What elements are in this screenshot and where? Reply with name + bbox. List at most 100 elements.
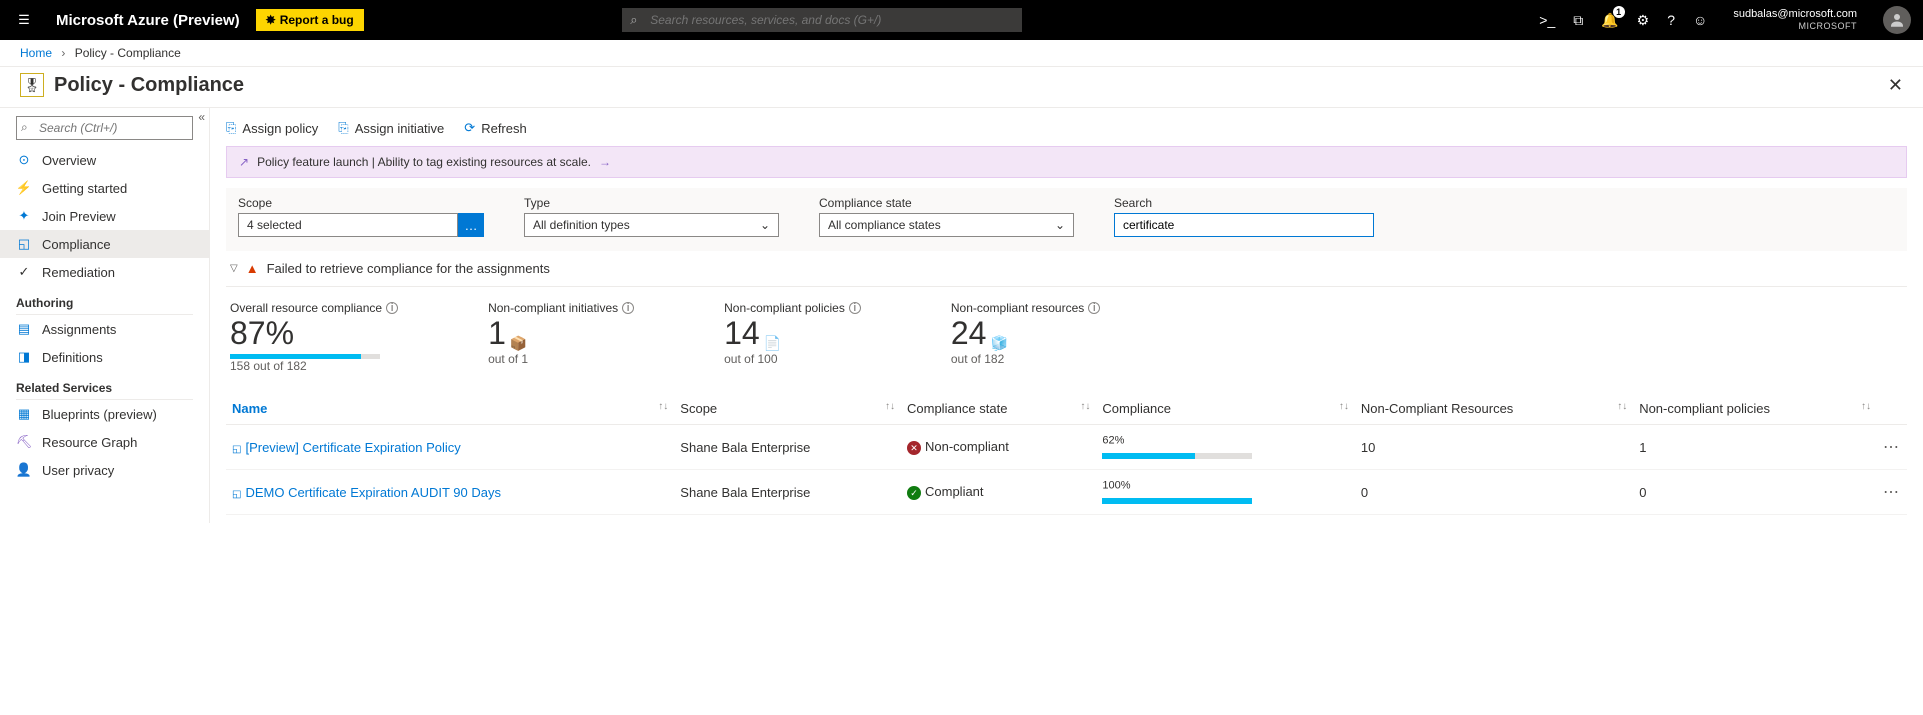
stat-init-value: 1 bbox=[488, 315, 506, 352]
banner-text: Policy feature launch | Ability to tag e… bbox=[257, 155, 591, 169]
refresh-button[interactable]: ⟳ Refresh bbox=[464, 120, 526, 136]
stat-overall-label: Overall resource compliance bbox=[230, 301, 382, 315]
bug-icon: ✸ bbox=[266, 13, 276, 27]
top-bar: ☰ Microsoft Azure (Preview) ✸ Report a b… bbox=[0, 0, 1923, 40]
breadcrumb-home[interactable]: Home bbox=[20, 46, 52, 60]
chevron-down-icon: ⌄ bbox=[760, 218, 770, 232]
sidebar-item-label: Assignments bbox=[42, 322, 116, 337]
sidebar-search: ⌕ bbox=[16, 116, 193, 140]
global-search-input[interactable] bbox=[622, 8, 1022, 32]
report-bug-button[interactable]: ✸ Report a bug bbox=[256, 9, 364, 31]
sidebar-search-input[interactable] bbox=[16, 116, 193, 140]
row-pct: 100% bbox=[1102, 480, 1130, 492]
sidebar-item-label: Getting started bbox=[42, 181, 127, 196]
stat-res-value: 24 bbox=[951, 315, 987, 352]
filter-search-input[interactable] bbox=[1114, 213, 1374, 237]
banner-link-icon[interactable]: → bbox=[599, 155, 611, 169]
sidebar-item-user-privacy[interactable]: 👤User privacy bbox=[0, 456, 209, 484]
info-icon[interactable]: i bbox=[849, 302, 861, 314]
sidebar-item-overview[interactable]: ⊙Overview bbox=[0, 146, 209, 174]
col-state[interactable]: Compliance state↑↓ bbox=[901, 393, 1096, 425]
nav-icon: ⊙ bbox=[16, 152, 32, 168]
policy-link[interactable]: DEMO Certificate Expiration AUDIT 90 Day… bbox=[245, 485, 501, 500]
report-bug-label: Report a bug bbox=[280, 13, 354, 27]
sidebar-item-definitions[interactable]: ◨ Definitions bbox=[0, 343, 209, 371]
hamburger-icon[interactable]: ☰ bbox=[8, 12, 40, 28]
sidebar-item-label: Remediation bbox=[42, 265, 115, 280]
sidebar-section-related: Related Services bbox=[16, 371, 193, 400]
sidebar-item-getting-started[interactable]: ⚡Getting started bbox=[0, 174, 209, 202]
sidebar-item-remediation[interactable]: ✓Remediation bbox=[0, 258, 209, 286]
row-nc-pol: 0 bbox=[1633, 470, 1877, 515]
policy-row-icon: ◱ bbox=[232, 444, 241, 455]
sidebar-item-label: Definitions bbox=[42, 350, 103, 365]
filter-state-select[interactable]: All compliance states ⌄ bbox=[819, 213, 1074, 237]
cloud-shell-icon[interactable]: >_ bbox=[1539, 12, 1555, 28]
feedback-icon[interactable]: ☺ bbox=[1693, 12, 1707, 28]
row-bar bbox=[1102, 453, 1252, 459]
filter-state-label: Compliance state bbox=[819, 196, 1074, 210]
filter-scope-picker-button[interactable]: … bbox=[458, 213, 484, 237]
notifications-icon[interactable]: 🔔1 bbox=[1601, 12, 1618, 29]
avatar[interactable] bbox=[1883, 6, 1911, 34]
sidebar-item-blueprints-preview-[interactable]: ▦Blueprints (preview) bbox=[0, 400, 209, 428]
sidebar-item-assignments[interactable]: ▤Assignments bbox=[0, 315, 209, 343]
row-scope: Shane Bala Enterprise bbox=[674, 470, 901, 515]
col-nc-res[interactable]: Non-Compliant Resources↑↓ bbox=[1355, 393, 1633, 425]
search-icon: ⌕ bbox=[21, 120, 28, 135]
brand-label: Microsoft Azure (Preview) bbox=[56, 12, 240, 29]
settings-icon[interactable]: ⚙ bbox=[1637, 12, 1650, 29]
assign-policy-button[interactable]: ⎘ Assign policy bbox=[226, 120, 318, 136]
close-icon[interactable]: ✕ bbox=[1888, 75, 1903, 96]
policy-link[interactable]: [Preview] Certificate Expiration Policy bbox=[245, 440, 460, 455]
sidebar-item-join-preview[interactable]: ✦Join Preview bbox=[0, 202, 209, 230]
col-compliance[interactable]: Compliance↑↓ bbox=[1096, 393, 1354, 425]
sort-icon: ↑↓ bbox=[658, 401, 668, 412]
warning-row[interactable]: ▽ ▲ Failed to retrieve compliance for th… bbox=[226, 251, 1907, 287]
assign-initiative-button[interactable]: ⎘ Assign initiative bbox=[338, 120, 444, 136]
info-icon[interactable]: i bbox=[1088, 302, 1100, 314]
stat-pol-value: 14 bbox=[724, 315, 760, 352]
row-menu-icon[interactable]: ⋯ bbox=[1883, 439, 1899, 456]
sidebar-item-label: Resource Graph bbox=[42, 435, 137, 450]
stat-overall-value: 87% bbox=[230, 315, 398, 352]
title-bar: 🎖 Policy - Compliance ✕ bbox=[0, 67, 1923, 108]
filter-scope-value[interactable]: 4 selected bbox=[238, 213, 458, 237]
breadcrumb-current: Policy - Compliance bbox=[75, 46, 181, 60]
chevron-down-icon: ⌄ bbox=[1055, 218, 1065, 232]
col-scope[interactable]: Scope↑↓ bbox=[674, 393, 901, 425]
collapse-sidebar-icon[interactable]: « bbox=[198, 110, 205, 124]
feature-banner: ↗ Policy feature launch | Ability to tag… bbox=[226, 146, 1907, 178]
sidebar-item-resource-graph[interactable]: ⛏ Resource Graph bbox=[0, 428, 209, 456]
sort-icon: ↑↓ bbox=[1339, 401, 1349, 412]
col-name[interactable]: Name↑↓ bbox=[226, 393, 674, 425]
sidebar-item-compliance[interactable]: ◱Compliance bbox=[0, 230, 209, 258]
filter-type: Type All definition types ⌄ bbox=[524, 196, 779, 237]
help-icon[interactable]: ? bbox=[1667, 12, 1675, 28]
stats-row: Overall resource compliance i 87% 158 ou… bbox=[226, 287, 1907, 393]
content: ⎘ Assign policy ⎘ Assign initiative ⟳ Re… bbox=[210, 108, 1923, 523]
stat-resources: Non-compliant resources i 24🧊 out of 182 bbox=[951, 301, 1100, 373]
filter-scope-label: Scope bbox=[238, 196, 484, 210]
row-nc-res: 10 bbox=[1355, 425, 1633, 470]
user-email: sudbalas@microsoft.com bbox=[1733, 8, 1857, 21]
nav-icon: ◨ bbox=[16, 349, 32, 365]
directory-icon[interactable]: ⧉ bbox=[1573, 12, 1583, 29]
assign-initiative-icon: ⎘ bbox=[338, 120, 348, 136]
chevron-down-icon: ▽ bbox=[230, 263, 238, 274]
user-block[interactable]: sudbalas@microsoft.com MICROSOFT bbox=[1733, 8, 1857, 32]
row-menu-icon[interactable]: ⋯ bbox=[1883, 484, 1899, 501]
warning-text: Failed to retrieve compliance for the as… bbox=[267, 261, 550, 276]
info-icon[interactable]: i bbox=[622, 302, 634, 314]
filters-bar: Scope 4 selected … Type All definition t… bbox=[226, 188, 1907, 251]
info-icon[interactable]: i bbox=[386, 302, 398, 314]
sidebar: « ⌕ ⊙Overview⚡Getting started✦Join Previ… bbox=[0, 108, 210, 523]
stat-initiatives: Non-compliant initiatives i 1📦 out of 1 bbox=[488, 301, 634, 373]
filter-type-select[interactable]: All definition types ⌄ bbox=[524, 213, 779, 237]
global-search: ⌕ bbox=[622, 8, 1022, 32]
col-nc-pol[interactable]: Non-compliant policies↑↓ bbox=[1633, 393, 1877, 425]
notification-badge: 1 bbox=[1613, 6, 1625, 18]
search-icon: ⌕ bbox=[630, 12, 637, 28]
nav-icon: ⛏ bbox=[16, 434, 32, 450]
sidebar-item-label: User privacy bbox=[42, 463, 114, 478]
